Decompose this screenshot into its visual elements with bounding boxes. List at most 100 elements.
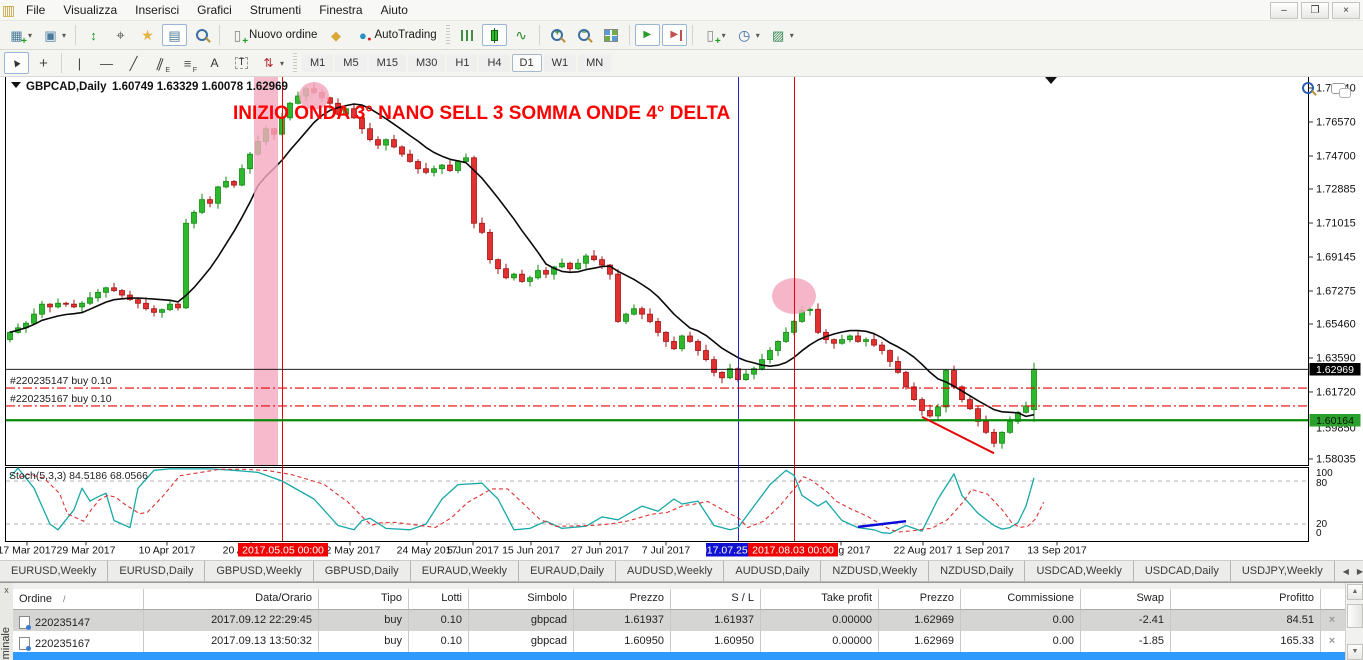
zoom-out-button[interactable]: − xyxy=(572,24,597,46)
chart-tab-nzdusd-daily[interactable]: NZDUSD,Daily xyxy=(929,561,1025,581)
fibo-tool-icon xyxy=(179,55,196,72)
timeframe-m30[interactable]: M30 xyxy=(408,54,445,72)
column-header-3[interactable]: Lotti xyxy=(409,589,469,609)
price-axis-label: 1.74700 xyxy=(1316,150,1356,162)
menu-item-aiuto[interactable]: Aiuto xyxy=(372,1,417,19)
chart-tab-eurusd-weekly[interactable]: EURUSD,Weekly xyxy=(0,561,108,581)
tab-scroll-left-icon[interactable]: ◀ xyxy=(1343,567,1349,576)
column-header-9[interactable]: Commissione xyxy=(961,589,1081,609)
channel-tool[interactable] xyxy=(148,52,173,74)
search-icon[interactable] xyxy=(1302,82,1314,94)
order-row-220235167[interactable]: 2202351672017.09.13 13:50:32buy0.10gbpca… xyxy=(13,631,1346,652)
candle-body xyxy=(640,309,645,314)
column-header-8[interactable]: Prezzo xyxy=(879,589,961,609)
menu-item-visualizza[interactable]: Visualizza xyxy=(54,1,126,19)
minimize-button[interactable]: – xyxy=(1270,2,1298,19)
column-header-1[interactable]: Data/Orario xyxy=(144,589,319,609)
menu-item-finestra[interactable]: Finestra xyxy=(310,1,371,19)
candle-body xyxy=(712,360,717,373)
move-chart-button[interactable] xyxy=(108,24,133,46)
data-window-button[interactable] xyxy=(81,24,106,46)
chart-tab-gbpusd-daily[interactable]: GBPUSD,Daily xyxy=(314,561,411,581)
horizontal-line-tool[interactable] xyxy=(94,52,119,74)
box-zoom-button[interactable] xyxy=(189,24,214,46)
autotrading-icon xyxy=(354,27,371,44)
fibonacci-tool[interactable] xyxy=(175,52,200,74)
restore-button[interactable]: ❐ xyxy=(1301,2,1329,19)
chart-tab-audusd-weekly[interactable]: AUDUSD,Weekly xyxy=(616,561,724,581)
metaeditor-button[interactable] xyxy=(323,24,348,46)
column-header-2[interactable]: Tipo xyxy=(319,589,409,609)
profiles-button[interactable]: ▾ xyxy=(38,24,70,46)
toolbar-grip xyxy=(446,25,450,45)
templates-button[interactable]: ▾ xyxy=(766,24,798,46)
scroll-down-icon[interactable]: ▼ xyxy=(1347,644,1363,660)
terminal-scrollbar[interactable]: ▲ ▼ xyxy=(1345,583,1363,660)
close-button[interactable]: × xyxy=(1332,2,1360,19)
chart-tab-audusd-daily[interactable]: AUDUSD,Daily xyxy=(724,561,821,581)
bar-chart-button[interactable] xyxy=(455,24,480,46)
crosshair-tool[interactable] xyxy=(31,52,56,74)
chart-tab-eurusd-daily[interactable]: EURUSD,Daily xyxy=(108,561,205,581)
tile-windows-button[interactable] xyxy=(599,24,624,46)
favorites-button[interactable] xyxy=(135,24,160,46)
chart-tab-gbpusd-weekly[interactable]: GBPUSD,Weekly xyxy=(205,561,313,581)
trendline-tool[interactable] xyxy=(121,52,146,74)
terminal-vertical-tab[interactable]: minale xyxy=(0,627,12,659)
selected-row[interactable] xyxy=(13,652,1346,660)
highlight-band[interactable] xyxy=(254,76,278,465)
close-order-icon[interactable]: × xyxy=(1321,610,1343,631)
menu-item-inserisci[interactable]: Inserisci xyxy=(126,1,188,19)
new-chart-button[interactable]: ▾ xyxy=(4,24,36,46)
menu-item-grafici[interactable]: Grafici xyxy=(188,1,241,19)
line-chart-button[interactable] xyxy=(509,24,534,46)
scroll-thumb[interactable] xyxy=(1347,604,1363,628)
timeframe-m5[interactable]: M5 xyxy=(335,54,366,72)
column-header-5[interactable]: Prezzo xyxy=(574,589,671,609)
menu-item-strumenti[interactable]: Strumenti xyxy=(241,1,310,19)
timeframe-w1[interactable]: W1 xyxy=(544,54,577,72)
column-header-6[interactable]: S / L xyxy=(671,589,761,609)
timeframe-mn[interactable]: MN xyxy=(578,54,611,72)
chart-tab-nzdusd-weekly[interactable]: NZDUSD,Weekly xyxy=(821,561,929,581)
arrows-tool[interactable]: ▾ xyxy=(256,52,288,74)
chart-title: GBPCAD,Daily xyxy=(26,81,107,93)
close-order-icon[interactable]: × xyxy=(1321,631,1343,652)
new-order-button[interactable]: Nuovo ordine xyxy=(225,24,321,46)
chart-tab-euraud-weekly[interactable]: EURAUD,Weekly xyxy=(411,561,519,581)
auto-scroll-button[interactable] xyxy=(635,24,660,46)
chart-tab-euraud-daily[interactable]: EURAUD,Daily xyxy=(519,561,616,581)
cell-prezzo: 1.60950 xyxy=(574,631,671,652)
chart-tab-usdcad-weekly[interactable]: USDCAD,Weekly xyxy=(1025,561,1133,581)
periods-button[interactable]: ▾ xyxy=(732,24,764,46)
column-header-11[interactable]: Profitto xyxy=(1171,589,1321,609)
menu-item-file[interactable]: File xyxy=(17,1,54,19)
candle-body xyxy=(104,288,109,293)
scroll-up-icon[interactable]: ▲ xyxy=(1347,584,1363,600)
vertical-line-tool[interactable] xyxy=(67,52,92,74)
column-header-10[interactable]: Swap xyxy=(1081,589,1171,609)
timeframe-h4[interactable]: H4 xyxy=(479,54,509,72)
text-tool[interactable] xyxy=(202,52,227,74)
cursor-tool[interactable] xyxy=(4,52,29,74)
column-header-0[interactable]: Ordine/ xyxy=(13,589,144,609)
chart-shift-button[interactable] xyxy=(662,24,687,46)
timeframe-m15[interactable]: M15 xyxy=(369,54,406,72)
autotrading-button[interactable]: AutoTrading xyxy=(350,24,440,46)
chat-icon[interactable] xyxy=(1331,83,1346,94)
text-label-tool[interactable] xyxy=(229,52,254,74)
navigator-toggle-button[interactable] xyxy=(162,24,187,46)
column-header-4[interactable]: Simbolo xyxy=(469,589,574,609)
order-row-220235147[interactable]: 2202351472017.09.12 22:29:45buy0.10gbpca… xyxy=(13,610,1346,631)
chart-tab-usdcad-daily[interactable]: USDCAD,Daily xyxy=(1134,561,1231,581)
zoom-in-button[interactable]: + xyxy=(545,24,570,46)
column-header-7[interactable]: Take profit xyxy=(761,589,879,609)
indicators-button[interactable]: ▾ xyxy=(698,24,730,46)
chart-tab-usdjpy-weekly[interactable]: USDJPY,Weekly xyxy=(1231,561,1335,581)
terminal-close-icon[interactable]: x xyxy=(1,585,12,596)
candle-chart-button[interactable] xyxy=(482,24,507,46)
timeframe-h1[interactable]: H1 xyxy=(447,54,477,72)
timeframe-d1[interactable]: D1 xyxy=(512,54,542,72)
timeframe-m1[interactable]: M1 xyxy=(302,54,333,72)
tab-scroll-right-icon[interactable]: ▶ xyxy=(1357,567,1363,576)
